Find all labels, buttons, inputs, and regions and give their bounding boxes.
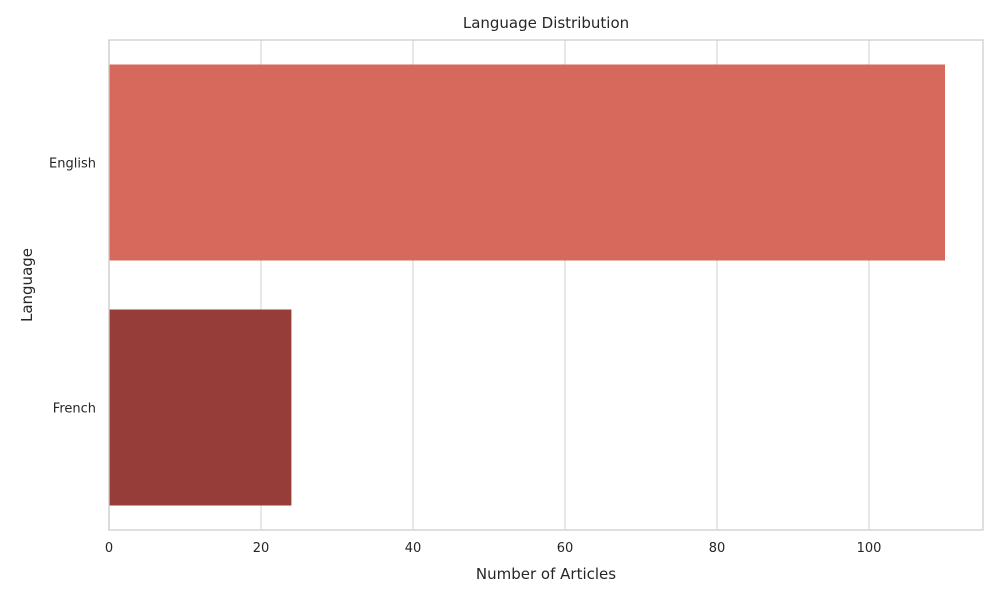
x-tick-labels: 0 20 40 60 80 100 — [105, 541, 882, 556]
plot-frame — [108, 39, 984, 531]
x-tick-label: 0 — [105, 541, 113, 556]
chart-title: Language Distribution — [463, 14, 629, 32]
y-tick-label: French — [53, 402, 96, 417]
y-axis-label: Language — [18, 248, 36, 322]
y-tick-labels: English French — [49, 157, 96, 417]
x-tick-label: 80 — [709, 541, 726, 556]
x-tick-label: 40 — [405, 541, 422, 556]
y-tick-label: English — [49, 157, 96, 172]
x-tick-label: 60 — [557, 541, 574, 556]
x-axis-label: Number of Articles — [476, 565, 616, 583]
bar-french — [109, 309, 292, 506]
bars — [109, 64, 945, 506]
x-tick-label: 100 — [857, 541, 882, 556]
bar-english — [109, 64, 945, 261]
x-tick-label: 20 — [253, 541, 270, 556]
